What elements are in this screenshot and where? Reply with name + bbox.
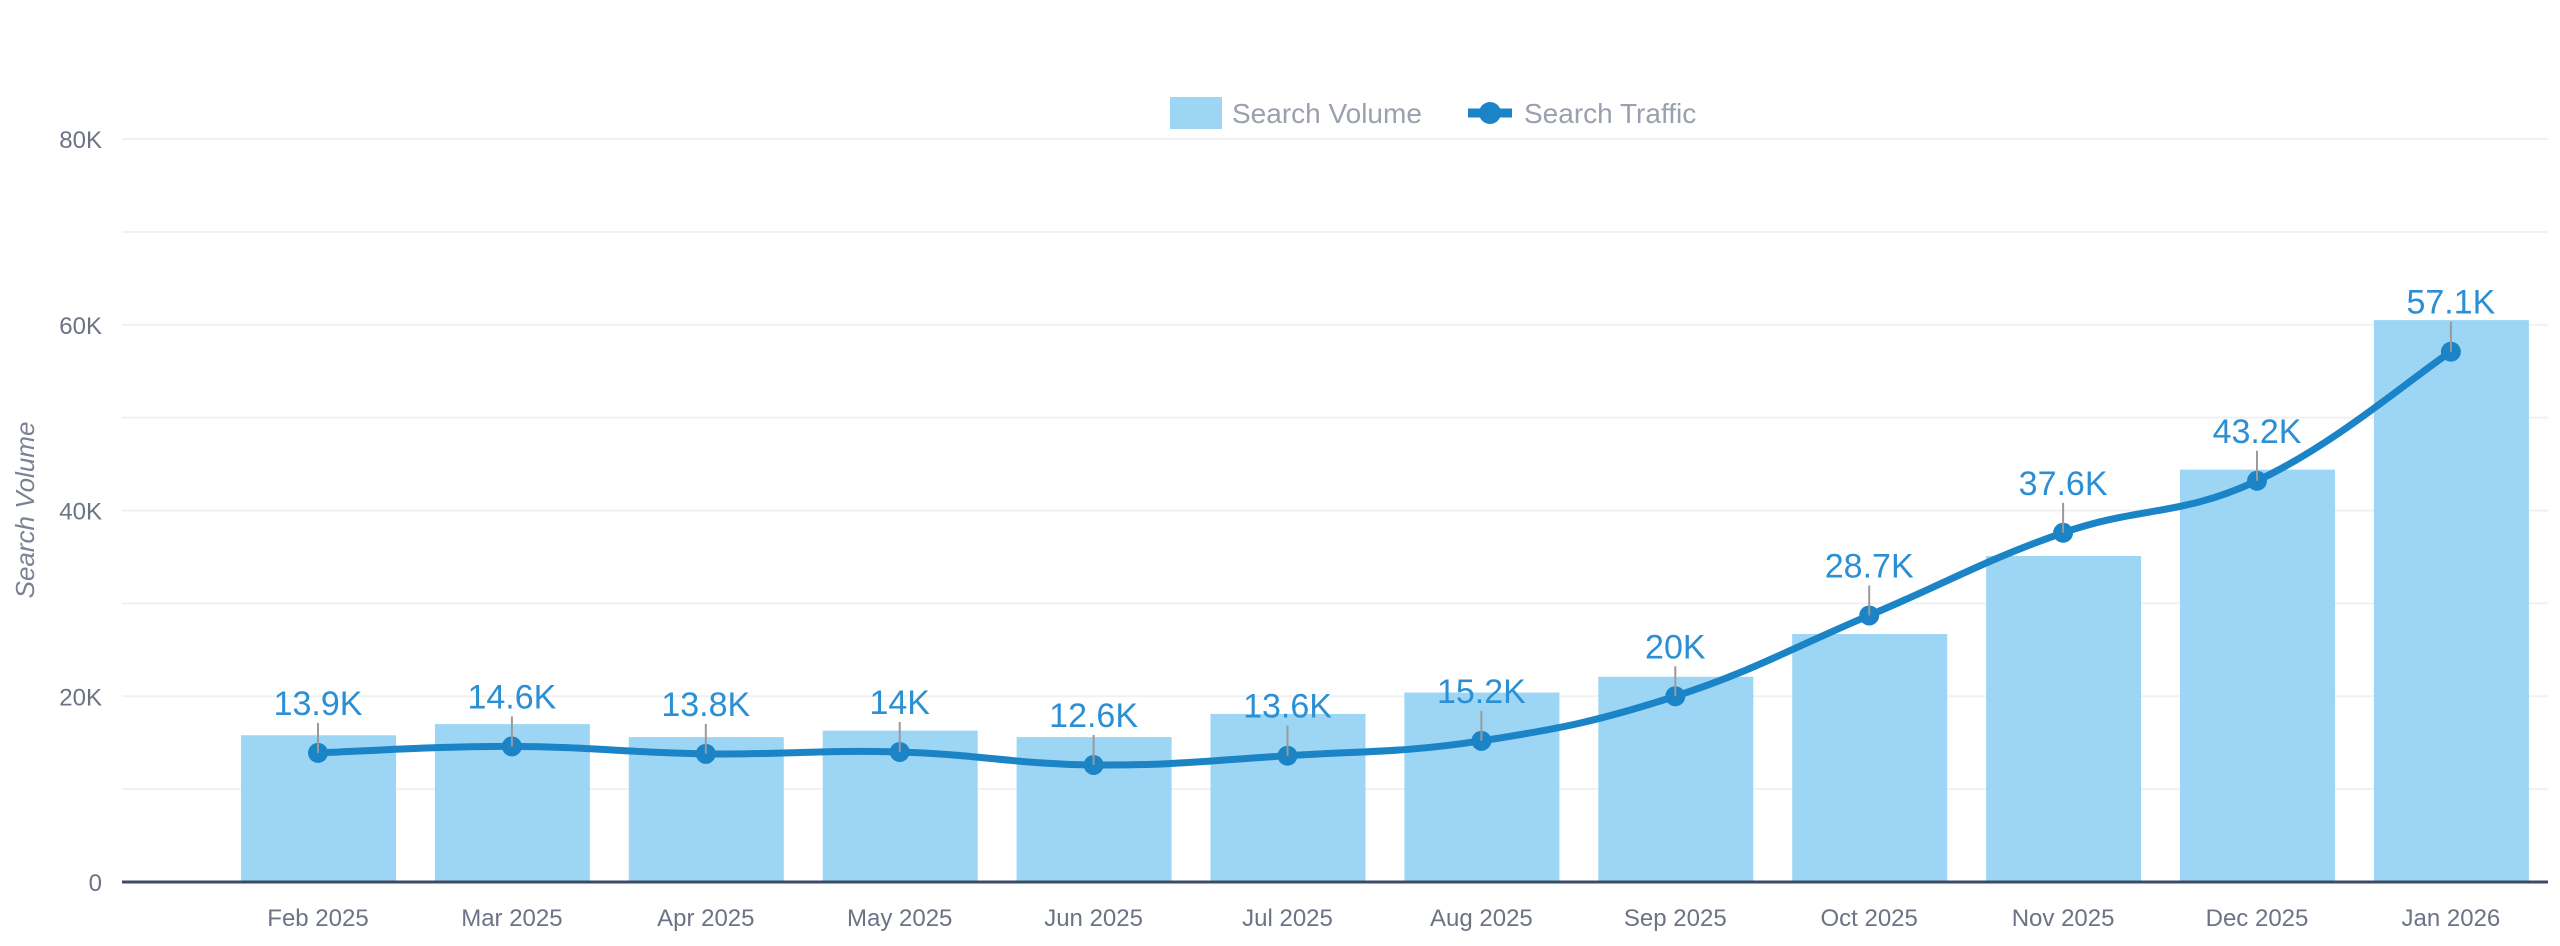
x-tick-label: Jun 2025 <box>1044 905 1143 932</box>
x-axis-ticks: Feb 2025 Mar 2025 Apr 2025 May 2025 Jun 2025… <box>267 905 2500 932</box>
x-tick-label: Jan 2026 <box>2402 905 2501 932</box>
data-label: 12.6K <box>1049 697 1138 735</box>
legend-label-search-traffic: Search Traffic <box>1524 98 1696 129</box>
data-label: 13.9K <box>274 685 363 723</box>
bar[interactable] <box>1598 676 1754 882</box>
legend[interactable]: Search Volume Search Traffic <box>1170 97 1696 129</box>
bar[interactable] <box>2180 469 2335 882</box>
x-tick-label: May 2025 <box>847 905 952 932</box>
x-tick-label: Feb 2025 <box>267 905 368 932</box>
data-label: 57.1K <box>2406 284 2495 322</box>
data-label: 14K <box>869 684 930 722</box>
y-tick-label: 0 <box>89 870 102 897</box>
bar-series <box>241 320 2529 882</box>
x-tick-label: Jul 2025 <box>1242 905 1333 932</box>
bar[interactable] <box>1986 556 2142 882</box>
y-axis-ticks: 0 20K 40K 60K 80K <box>59 127 102 897</box>
data-label: 13.6K <box>1243 688 1332 726</box>
legend-item-search-volume[interactable]: Search Volume <box>1170 97 1422 129</box>
data-label: 13.8K <box>661 686 750 724</box>
data-label: 28.7K <box>1825 547 1914 585</box>
x-tick-label: Apr 2025 <box>657 905 754 932</box>
traffic-line <box>314 348 2455 769</box>
data-label: 14.6K <box>467 678 556 716</box>
y-axis-label: Search Volume <box>10 422 40 599</box>
y-tick-label: 80K <box>59 127 102 154</box>
y-tick-label: 40K <box>59 499 102 526</box>
legend-label-search-volume: Search Volume <box>1232 98 1422 129</box>
data-label: 15.2K <box>1437 673 1526 711</box>
bar[interactable] <box>2373 320 2529 882</box>
x-tick-label: Oct 2025 <box>1820 905 1917 932</box>
legend-item-search-traffic[interactable]: Search Traffic <box>1468 98 1696 129</box>
data-labels: 13.9K 14.6K 13.8K 14K 12.6K 13.6K 15.2K 20K 28.7… <box>274 284 2496 765</box>
x-tick-label: Sep 2025 <box>1624 905 1727 932</box>
x-tick-label: Nov 2025 <box>2012 905 2115 932</box>
legend-swatch-bar <box>1170 97 1222 129</box>
legend-swatch-marker <box>1479 102 1501 124</box>
x-tick-label: Mar 2025 <box>461 905 562 932</box>
y-tick-label: 20K <box>59 684 102 711</box>
data-label: 43.2K <box>2213 413 2302 451</box>
y-tick-label: 60K <box>59 313 102 340</box>
x-tick-label: Dec 2025 <box>2206 905 2309 932</box>
data-label: 37.6K <box>2019 465 2108 503</box>
data-label: 20K <box>1645 628 1706 666</box>
gridlines <box>122 138 2548 791</box>
x-tick-label: Aug 2025 <box>1430 905 1533 932</box>
bar[interactable] <box>1792 634 1948 882</box>
